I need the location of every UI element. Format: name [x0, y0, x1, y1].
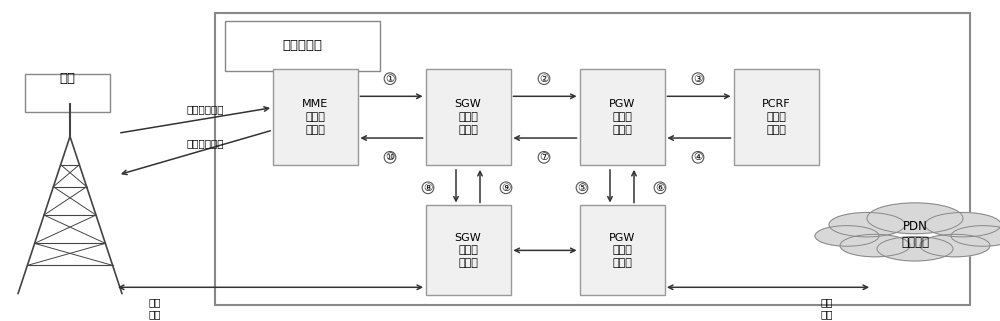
Text: ①: ①: [385, 74, 395, 84]
Circle shape: [867, 203, 963, 234]
Bar: [215, 13, 970, 305]
Bar: [580, 205, 664, 295]
Circle shape: [951, 226, 1000, 246]
Bar: [580, 69, 664, 165]
Text: 承载创建响应: 承载创建响应: [187, 138, 224, 148]
Bar: [734, 69, 818, 165]
Text: 业务
数据: 业务 数据: [149, 297, 161, 320]
Text: 业务
数据: 业务 数据: [821, 297, 833, 320]
Text: ③: ③: [693, 74, 703, 84]
Circle shape: [920, 234, 990, 257]
Text: MME
信令处
理实体: MME 信令处 理实体: [302, 100, 328, 135]
Text: ⑨: ⑨: [501, 183, 511, 193]
Text: SGW
业务处
理实体: SGW 业务处 理实体: [455, 233, 481, 268]
Bar: [272, 69, 358, 165]
Text: ⑩: ⑩: [385, 152, 395, 162]
Text: PGW
信令处
理实体: PGW 信令处 理实体: [609, 100, 635, 135]
Bar: [25, 74, 110, 112]
Text: ⑦: ⑦: [539, 152, 549, 162]
Circle shape: [925, 213, 1000, 237]
Bar: [426, 205, 511, 295]
Text: PCRF
信令处
理实体: PCRF 信令处 理实体: [762, 100, 790, 135]
Text: PDN
网关设备: PDN 网关设备: [901, 220, 929, 249]
Text: ②: ②: [539, 74, 549, 84]
Text: ⑧: ⑧: [423, 183, 433, 193]
Circle shape: [877, 237, 953, 261]
Text: 核心网设备: 核心网设备: [283, 39, 322, 52]
Text: 基站: 基站: [60, 72, 76, 85]
Circle shape: [815, 226, 879, 246]
Text: ⑤: ⑤: [577, 183, 587, 193]
Bar: [426, 69, 511, 165]
Circle shape: [829, 213, 905, 237]
Text: PGW
业务处
理实体: PGW 业务处 理实体: [609, 233, 635, 268]
Text: ④: ④: [693, 152, 703, 162]
Text: ⑥: ⑥: [655, 183, 665, 193]
Bar: [225, 21, 380, 71]
Text: 承载创建请求: 承载创建请求: [187, 104, 224, 114]
Text: SGW
信令处
理实体: SGW 信令处 理实体: [455, 100, 481, 135]
Circle shape: [840, 234, 910, 257]
